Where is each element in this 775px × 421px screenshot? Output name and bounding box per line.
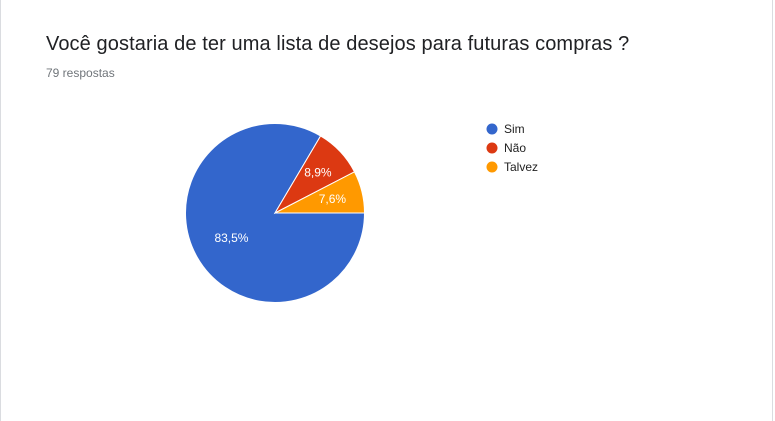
pie-slices (185, 123, 366, 303)
legend-swatch (486, 142, 498, 154)
pie-slice-talvez[interactable] (274, 171, 366, 214)
response-count: 79 respostas (46, 66, 115, 80)
pie-slice-label: 7,6% (319, 192, 347, 206)
legend-item-talvez[interactable]: Talvez (486, 160, 539, 174)
question-title: Você gostaria de ter uma lista de desejo… (46, 33, 630, 55)
pie-slice-label: 83,5% (214, 231, 248, 245)
legend-label: Talvez (504, 160, 538, 174)
pie-slice-label: 8,9% (304, 165, 332, 179)
legend-label: Não (504, 141, 526, 155)
legend-label: Sim (504, 122, 525, 136)
legend-item-sim[interactable]: Sim (486, 122, 525, 136)
legend-item-não[interactable]: Não (486, 141, 527, 155)
chart-legend: Sim Não Talvez (486, 122, 539, 174)
pie-slice-labels: 83,5% 8,9% 7,6% (214, 165, 346, 244)
legend-swatch (486, 123, 498, 135)
legend-swatch (486, 161, 498, 173)
